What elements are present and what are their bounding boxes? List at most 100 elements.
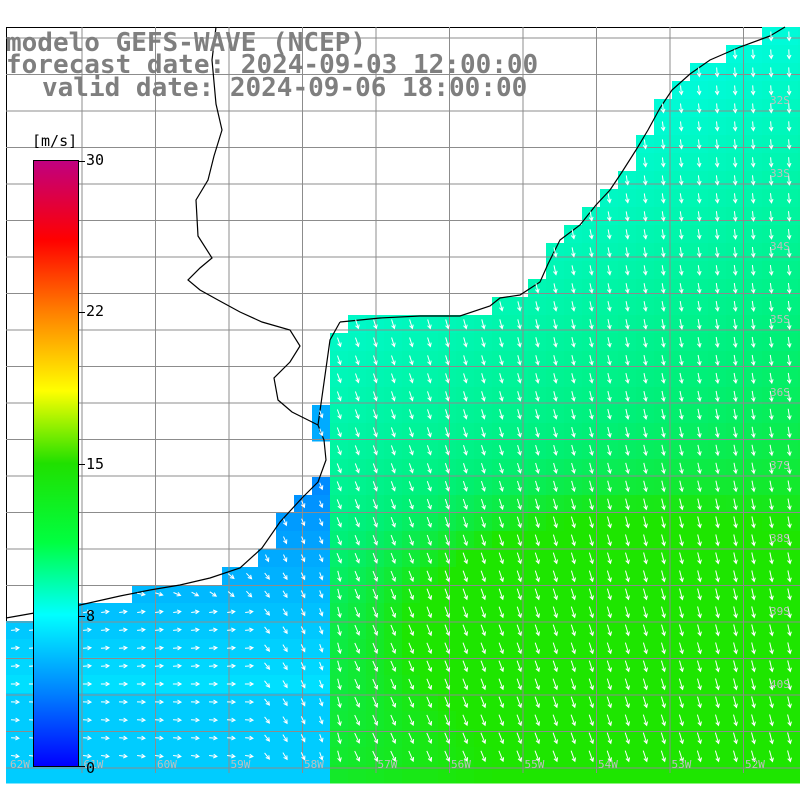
wind-arrow (390, 534, 396, 546)
wind-arrow (498, 624, 504, 637)
wind-arrow (571, 462, 576, 475)
wind-arrow (481, 355, 486, 366)
wind-arrow (534, 552, 540, 565)
wind-arrow (462, 660, 469, 673)
wind-arrow (227, 573, 235, 580)
wind-arrow (372, 696, 378, 708)
wind-speed-cell (798, 441, 800, 460)
wind-speed-cell (798, 549, 800, 568)
wind-arrow (786, 354, 792, 367)
wind-arrow (733, 552, 738, 565)
wind-arrow (391, 355, 396, 366)
wind-arrow (154, 681, 165, 687)
wind-arrow (768, 121, 774, 132)
wind-arrow (463, 337, 468, 348)
wind-arrow (769, 372, 774, 385)
wind-arrow (535, 337, 540, 348)
wind-speed-cell (294, 765, 313, 784)
colorbar-tick-0: 0 (86, 759, 96, 777)
wind-arrow (372, 570, 378, 582)
wind-arrow (660, 265, 666, 276)
wind-arrow (480, 624, 486, 637)
wind-arrow (226, 645, 237, 651)
wind-arrow (715, 444, 720, 457)
wind-arrow (355, 319, 360, 330)
wind-arrow (480, 552, 486, 565)
wind-arrow (282, 590, 288, 599)
wind-arrow (751, 588, 756, 601)
wind-speed-cell (222, 765, 241, 784)
wind-arrow (661, 301, 666, 312)
wind-arrow (697, 534, 702, 547)
wind-arrow (697, 516, 702, 529)
wind-arrow (624, 175, 630, 186)
wind-arrow (534, 750, 541, 763)
wind-arrow (769, 462, 774, 475)
wind-speed-cell (798, 315, 800, 334)
wind-arrow (679, 552, 684, 565)
wind-arrow (715, 714, 720, 727)
wind-arrow (768, 247, 774, 258)
wind-speed-cell (798, 477, 800, 496)
wind-arrow (696, 211, 702, 222)
wind-arrow (408, 732, 415, 745)
wind-arrow (336, 517, 342, 528)
wind-arrow (300, 500, 306, 509)
wind-arrow (118, 645, 129, 651)
wind-arrow (336, 427, 342, 438)
wind-arrow (607, 301, 612, 312)
wind-arrow (769, 426, 774, 439)
wind-arrow (372, 678, 378, 690)
wind-speed-cell (798, 261, 800, 280)
wind-arrow (372, 588, 378, 600)
wind-arrow (643, 570, 648, 583)
wind-arrow (462, 606, 468, 619)
wind-arrow (534, 732, 540, 745)
wind-arrow (408, 606, 415, 619)
wind-arrow (589, 337, 594, 348)
wind-speed-cell (546, 765, 565, 784)
wind-arrow (318, 536, 324, 545)
colorbar-tick-15: 15 (86, 455, 105, 473)
wind-arrow (732, 211, 738, 222)
wind-arrow (319, 662, 324, 671)
wind-arrow (426, 552, 432, 565)
wind-arrow (769, 408, 774, 421)
wind-arrow (83, 735, 92, 741)
wind-arrow (372, 445, 378, 456)
wind-arrow (606, 588, 612, 601)
wind-arrow (571, 373, 576, 384)
wind-arrow (245, 753, 254, 759)
latitude-label: 37S (770, 459, 790, 472)
wind-arrow (787, 660, 792, 673)
wind-arrow (355, 337, 360, 348)
wind-arrow (769, 624, 774, 637)
wind-arrow (372, 409, 378, 420)
wind-arrow (570, 696, 576, 709)
wind-arrow (607, 390, 612, 402)
wind-arrow (679, 660, 684, 673)
wind-arrow (643, 462, 648, 475)
wind-arrow (462, 696, 469, 709)
wind-arrow (480, 660, 487, 673)
wind-arrow (226, 717, 237, 723)
wind-speed-cell (276, 765, 295, 784)
wind-arrow (264, 644, 271, 653)
wind-arrow (715, 354, 720, 367)
wind-arrow (337, 624, 342, 637)
wind-speed-cell (78, 765, 97, 784)
wind-arrow (750, 265, 756, 276)
wind-arrow (787, 498, 792, 511)
wind-arrow (571, 408, 576, 420)
wind-arrow (173, 591, 182, 597)
wind-arrow (498, 732, 505, 745)
wind-arrow (390, 606, 396, 619)
wind-arrow (409, 373, 414, 384)
wind-arrow (768, 354, 774, 367)
wind-arrow (390, 463, 396, 474)
wind-arrow (426, 606, 433, 619)
wind-arrow (300, 734, 306, 743)
wind-arrow (625, 444, 630, 456)
wind-arrow (570, 678, 576, 691)
